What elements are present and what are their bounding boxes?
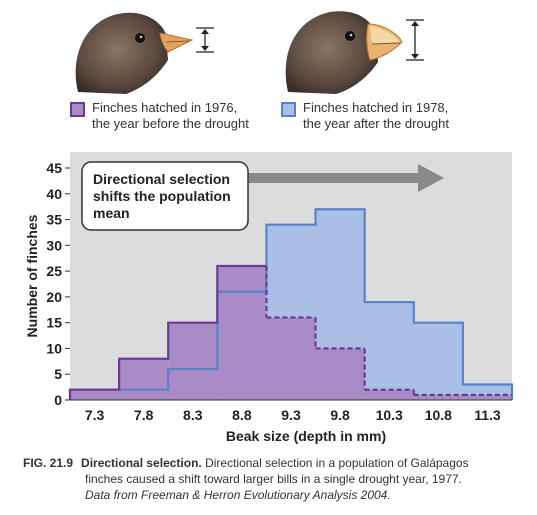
bar-1976-bin-8 xyxy=(413,394,463,400)
y-tick-label: 5 xyxy=(54,366,62,382)
x-tick-label: 9.3 xyxy=(281,407,301,423)
finch-illustrations xyxy=(75,11,424,94)
caption-source: Data from Freeman & Herron Evolutionary … xyxy=(85,488,391,502)
bar-1976-bin-9 xyxy=(462,394,512,400)
series-1978-outline xyxy=(68,208,514,400)
y-tick-label: 25 xyxy=(46,263,62,279)
bar-1976-bin-6 xyxy=(315,348,365,400)
figure-caption: FIG. 21.9 Directional selection. Directio… xyxy=(23,455,523,503)
bar-1976-bin-2 xyxy=(119,358,169,400)
x-tick-label: 9.8 xyxy=(330,407,350,423)
y-tick-label: 45 xyxy=(46,160,62,176)
y-tick-label: 40 xyxy=(46,186,62,202)
legend-label-1976-line2: the year before the drought xyxy=(92,116,249,131)
x-tick-label: 8.8 xyxy=(232,407,252,423)
y-tick-label: 35 xyxy=(46,212,62,228)
annotation-line3: mean xyxy=(93,205,130,221)
x-tick-label: 7.8 xyxy=(134,407,154,423)
x-tick-label: 8.3 xyxy=(183,407,203,423)
small-beak-finch-icon xyxy=(75,12,214,94)
beak-size-histogram: 0 5 10 15 20 25 30 35 40 45 7.3 7.8 8.3 8.8 9.3 9.8 10.… xyxy=(24,152,537,444)
annotation-line2: shifts the population xyxy=(93,188,231,204)
bar-1976-bin-3 xyxy=(168,322,218,400)
x-tick-label: 10.8 xyxy=(425,407,452,423)
legend-label-1976-line1: Finches hatched in 1976, xyxy=(92,100,238,115)
y-tick-label: 10 xyxy=(46,340,62,356)
legend-swatch-1978 xyxy=(281,102,296,117)
y-tick-label: 15 xyxy=(46,315,62,331)
x-tick-label: 10.3 xyxy=(376,407,403,423)
annotation-callout: Directional selection shifts the populat… xyxy=(81,161,444,231)
legend-item-1978: Finches hatched in 1978, the year after … xyxy=(281,100,501,132)
caption-title: Directional selection. xyxy=(81,456,202,470)
bar-1976-bin-7 xyxy=(364,389,414,400)
legend-swatch-1976 xyxy=(70,102,85,117)
x-axis-ticks: 7.3 7.8 8.3 8.8 9.3 9.8 10.3 10.8 11.3 xyxy=(85,407,501,423)
y-axis-ticks: 0 5 10 15 20 25 30 35 40 45 xyxy=(46,160,70,408)
caption-text-first: Directional selection in a population of… xyxy=(205,456,469,470)
caption-figure-number: FIG. 21.9 xyxy=(23,456,74,470)
bar-1976-bin-1 xyxy=(70,389,120,400)
legend-label-1978-line1: Finches hatched in 1978, xyxy=(303,100,449,115)
caption-text-second: finches caused a shift toward larger bil… xyxy=(85,472,462,486)
bar-1976-bin-4 xyxy=(217,265,267,400)
bar-1976-bin-5 xyxy=(266,317,316,400)
bar-1978-bin-8 xyxy=(413,322,463,400)
y-tick-label: 30 xyxy=(46,237,62,253)
series-1976-bars xyxy=(70,265,512,400)
arrow-right-icon xyxy=(230,164,444,192)
x-tick-label: 11.3 xyxy=(474,407,501,423)
y-tick-label: 20 xyxy=(46,289,62,305)
y-tick-label: 0 xyxy=(54,392,62,408)
annotation-line1: Directional selection xyxy=(93,171,230,187)
x-tick-label: 7.3 xyxy=(85,407,105,423)
large-beak-finch-icon xyxy=(285,11,424,94)
bar-1978-bin-7 xyxy=(364,302,414,400)
legend-label-1978-line2: the year after the drought xyxy=(303,116,449,131)
x-axis-label: Beak size (depth in mm) xyxy=(226,428,386,444)
y-axis-label: Number of finches xyxy=(24,214,40,337)
legend-item-1976: Finches hatched in 1976, the year before… xyxy=(70,100,280,132)
